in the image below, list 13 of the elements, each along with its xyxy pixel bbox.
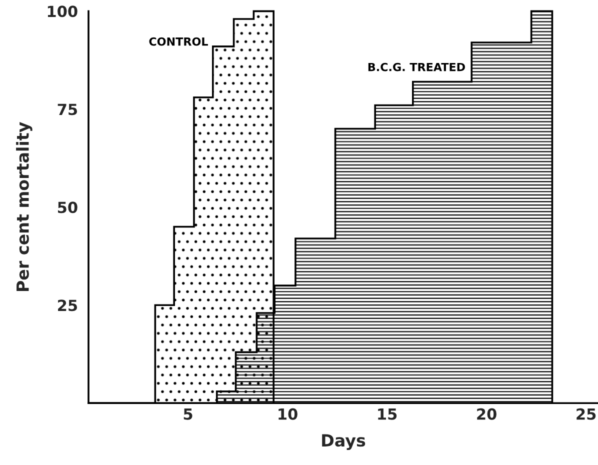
y-axis-title: Per cent mortality	[16, 122, 32, 292]
series-label: B.C.G. TREATED	[368, 62, 465, 72]
x-tick-label: 5	[184, 408, 192, 420]
series-label: CONTROL	[149, 37, 208, 46]
x-tick-label: 15	[378, 408, 397, 420]
x-axis-title: Days	[322, 434, 366, 450]
x-tick-label: 20	[477, 408, 496, 420]
y-tick-label: 50	[58, 202, 78, 214]
y-tick-label: 75	[58, 104, 78, 116]
y-tick-label: 25	[58, 300, 78, 312]
y-tick-label: 100	[48, 6, 78, 18]
x-tick-label: 25	[576, 408, 596, 420]
x-tick-label: 10	[278, 408, 298, 420]
